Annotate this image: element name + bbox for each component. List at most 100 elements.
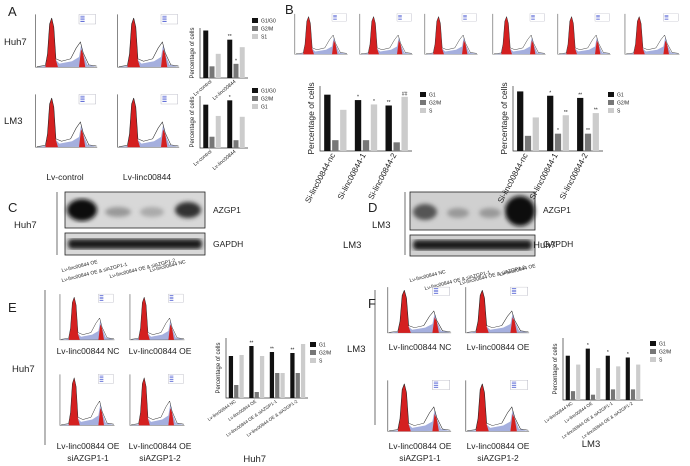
bar — [295, 373, 300, 398]
bar — [269, 352, 275, 398]
bar — [585, 348, 590, 400]
y-axis-label: Percentage of cells — [190, 96, 196, 147]
legend-label: G2/M — [261, 97, 273, 103]
legend-label: G2/M — [617, 101, 629, 107]
bar — [209, 136, 215, 148]
bar — [616, 366, 621, 400]
bar — [562, 115, 569, 151]
cell-label: Huh7 — [14, 220, 37, 231]
legend-label: S — [319, 359, 323, 365]
significance: ## — [402, 91, 408, 97]
bar — [524, 135, 532, 151]
legend-label: G1/G0 — [261, 19, 276, 25]
chart-caption: LM3 — [582, 439, 600, 450]
bar — [610, 389, 616, 400]
significance: ** — [228, 34, 232, 40]
legend-swatch — [252, 104, 258, 109]
significance: * — [587, 343, 589, 349]
flow-plot — [294, 13, 348, 55]
bar — [565, 355, 570, 400]
legend-swatch — [650, 349, 656, 354]
panel-letter: F — [368, 296, 376, 311]
significance: ** — [249, 341, 253, 347]
flow-plot — [387, 286, 452, 334]
cell-label: Huh7 — [12, 364, 35, 375]
flow-plot — [35, 93, 98, 148]
bar — [215, 53, 221, 78]
bar — [259, 356, 265, 398]
legend-swatch — [420, 100, 426, 105]
bar — [203, 104, 209, 148]
legend-label: G1 — [261, 105, 268, 111]
legend-swatch — [252, 26, 258, 31]
bar — [547, 95, 554, 151]
condition-label: siAZGP1-2 — [477, 453, 519, 463]
panel-letter: A — [8, 4, 17, 19]
significance: ** — [586, 128, 590, 134]
flow-plot — [424, 13, 478, 55]
significance: ** — [270, 347, 274, 353]
bar — [275, 373, 280, 398]
bar — [532, 117, 539, 151]
x-tick-label: Lv-control — [193, 79, 214, 98]
bar — [554, 133, 562, 151]
bar — [354, 100, 362, 151]
panel-letter: D — [368, 200, 377, 215]
significance: ** — [594, 108, 598, 114]
x-tick-label: Si-linc00844-2 — [366, 151, 398, 201]
bar — [576, 364, 581, 400]
legend-label: G1 — [659, 342, 666, 348]
flow-plot — [117, 13, 180, 68]
column-label: Lv-control — [46, 172, 83, 182]
x-tick-label: Si-linc00844-2 — [558, 151, 590, 201]
bar — [370, 104, 378, 151]
legend-swatch — [310, 350, 316, 355]
flow-plot — [557, 13, 611, 55]
bands — [413, 196, 535, 226]
legend-label: G2/M — [261, 27, 273, 33]
condition-label: Lv-linc00844 OE — [129, 346, 192, 356]
flow-plot — [129, 293, 185, 341]
flow-plot — [35, 13, 98, 68]
bar — [590, 394, 596, 400]
condition-label: Lv-linc00844 NC — [57, 346, 120, 356]
flow-histograms — [35, 13, 180, 148]
bar — [228, 356, 234, 398]
bar — [385, 105, 392, 151]
legend-swatch — [310, 358, 316, 363]
bar — [517, 91, 524, 151]
bar — [280, 373, 285, 398]
x-tick-label: Lv-linc00844 — [212, 79, 238, 102]
lane-label: Lv-linc00844 OE — [499, 263, 537, 278]
legend-label: G1 — [617, 93, 624, 99]
band-label: AZGP1 — [543, 205, 571, 215]
bar — [203, 30, 209, 78]
legend-label: G2/M — [429, 101, 441, 107]
flow-plot — [492, 13, 546, 55]
cell-label: LM3 — [372, 220, 390, 231]
bands — [68, 239, 202, 249]
significance: * — [235, 58, 237, 64]
legend-label: S1 — [261, 35, 267, 41]
legend-label: G1/G0 — [261, 89, 276, 95]
significance: * — [357, 95, 359, 101]
bar — [393, 142, 400, 151]
bar — [239, 355, 244, 398]
x-tick-label: Lv-control — [193, 149, 214, 168]
flow-plot — [465, 286, 530, 334]
condition-label: siAZGP1-1 — [67, 453, 109, 463]
bar — [362, 140, 370, 151]
bar — [215, 115, 221, 148]
bar — [209, 66, 215, 78]
significance: ** — [564, 110, 568, 116]
x-tick-label: Si-linc00844-1 — [336, 151, 368, 201]
legend-swatch — [252, 18, 258, 23]
y-axis-label: Percentage of cells — [216, 342, 222, 393]
column-label: Lv-linc00844 — [123, 172, 171, 182]
condition-label: Lv-linc00844 OE — [467, 342, 530, 352]
bar — [401, 96, 408, 151]
legend-swatch — [252, 34, 258, 39]
bar — [233, 63, 239, 78]
significance: * — [607, 350, 609, 356]
bar — [254, 392, 259, 398]
